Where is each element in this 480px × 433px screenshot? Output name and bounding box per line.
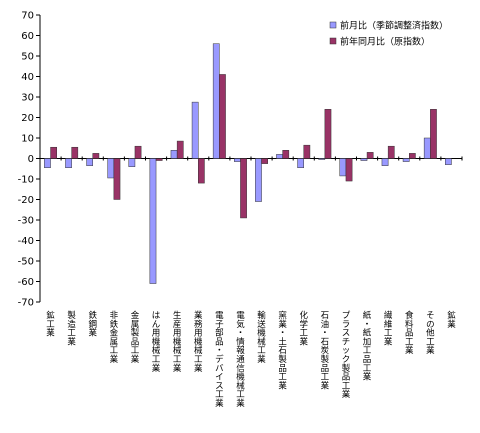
y-tick-label: 70 <box>21 11 34 22</box>
bar <box>423 137 431 159</box>
legend-swatch <box>329 37 337 45</box>
category-label: 電子部品・デバイス工業 <box>215 311 224 409</box>
y-tick-label: -10 <box>18 175 34 186</box>
bar <box>445 158 452 165</box>
bar <box>402 158 410 162</box>
bar <box>92 153 100 159</box>
y-tick-label: 40 <box>21 72 34 83</box>
category-label: 石油・石炭製品工業 <box>321 311 330 391</box>
bar <box>170 150 178 159</box>
bar <box>366 152 374 159</box>
bar <box>44 158 51 168</box>
bar <box>128 158 136 167</box>
bar <box>86 158 94 166</box>
bar <box>276 154 283 159</box>
category-label: 輸送機械工業 <box>257 310 266 365</box>
category-label: 業務用機械工業 <box>194 310 203 374</box>
bar <box>255 158 262 202</box>
bar <box>297 158 304 168</box>
y-tick-label: -20 <box>18 195 34 206</box>
bar <box>198 158 205 184</box>
bar <box>107 158 115 179</box>
category-label: 金属製品工業 <box>131 310 140 365</box>
bar <box>219 74 226 159</box>
category-label: はん用機械工業 <box>152 311 161 374</box>
y-tick-label: 20 <box>21 113 34 124</box>
bar <box>345 158 353 182</box>
bar <box>134 145 142 159</box>
bar <box>50 146 57 159</box>
y-tick-label: 0 <box>28 154 34 165</box>
y-tick-label: -40 <box>18 236 34 247</box>
category-label: 化学工業 <box>299 310 308 347</box>
y-tick-label: -50 <box>18 257 34 268</box>
y-tick-label: -30 <box>18 216 34 227</box>
bar <box>176 140 184 159</box>
y-tick-label: 30 <box>21 93 34 104</box>
bar <box>155 158 163 161</box>
category-label: 電気・情報通信機械工業 <box>236 311 245 409</box>
y-tick-label: -60 <box>18 277 34 288</box>
y-tick-label: -70 <box>18 298 34 309</box>
bar <box>387 145 395 159</box>
category-label: 繊維工業 <box>384 310 393 347</box>
category-label: 窯業・土石製品工業 <box>278 310 287 391</box>
y-tick-label: 10 <box>21 134 34 145</box>
y-tick-label: 60 <box>21 31 34 42</box>
category-label: プラスチック製品工業 <box>342 311 351 400</box>
category-label: その他工業 <box>426 311 435 356</box>
y-tick-label: 50 <box>21 52 34 63</box>
bar <box>303 144 311 159</box>
bar <box>240 158 247 219</box>
bar <box>191 101 199 159</box>
category-label: 紙・紙加工品工業 <box>363 310 372 383</box>
bar <box>212 43 220 159</box>
bar <box>339 158 347 177</box>
bar <box>234 158 241 162</box>
legend-label: 前年同月比（原指数） <box>340 36 430 48</box>
bar <box>430 109 437 159</box>
bar <box>149 158 157 284</box>
category-label: 食料品工業 <box>405 310 414 356</box>
bar <box>409 153 416 159</box>
bar <box>65 158 72 168</box>
category-label: 鉄鋼業 <box>88 310 97 339</box>
bar <box>324 109 332 159</box>
category-label: 鉱工業 <box>46 310 55 339</box>
category-label: 生産用機械工業 <box>173 310 182 374</box>
bar <box>261 158 268 164</box>
legend-swatch <box>329 21 337 29</box>
category-label: 非鉄金属工業 <box>110 310 119 365</box>
bar <box>381 158 389 166</box>
bar <box>360 158 368 161</box>
bar <box>282 150 290 159</box>
bar <box>318 158 326 160</box>
legend-label: 前月比（季節調整済指数） <box>340 20 448 32</box>
category-label: 製造工業 <box>67 310 76 347</box>
category-label: 鉱業 <box>447 310 456 330</box>
bar <box>113 158 121 200</box>
bar <box>71 146 79 159</box>
